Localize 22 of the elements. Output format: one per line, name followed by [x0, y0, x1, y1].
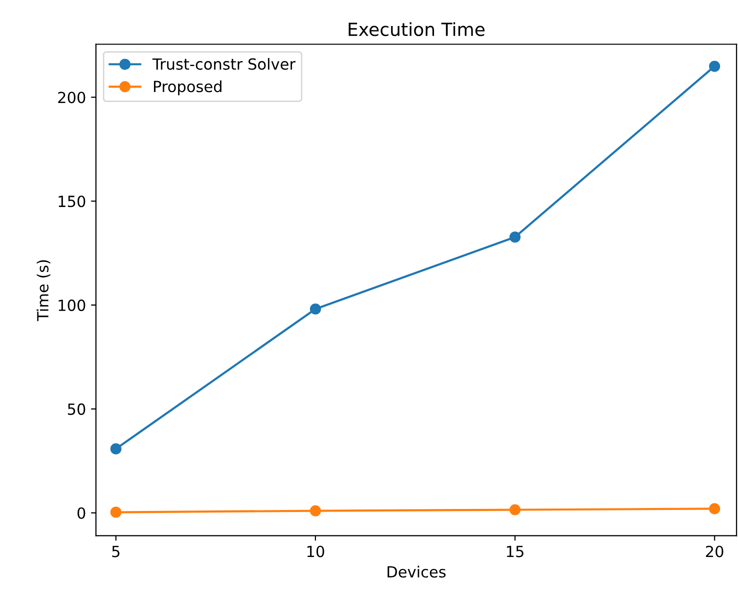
y-tick-label: 0: [78, 507, 86, 519]
y-axis-title: Time (s): [36, 260, 50, 322]
point: [509, 504, 521, 516]
point: [709, 503, 720, 514]
x-axis-title: Devices: [388, 566, 446, 578]
point: [310, 505, 322, 516]
x-tick-label: 15: [506, 546, 524, 558]
point: [310, 303, 322, 315]
legend-label: Proposed: [154, 80, 222, 96]
y-tick-label: 100: [58, 300, 86, 312]
point: [110, 506, 122, 518]
point: [709, 60, 720, 72]
y-tick-label: 50: [68, 403, 86, 415]
point: [110, 443, 122, 454]
point: [509, 232, 521, 243]
chart-title: Execution Time: [348, 22, 485, 36]
legend-label: Trust-constr Solver: [152, 58, 296, 70]
x-tick-label: 5: [112, 546, 120, 558]
x-tick-label: 20: [706, 546, 724, 558]
x-tick-label: 10: [307, 546, 324, 558]
y-tick-label: 200: [58, 92, 86, 104]
y-tick-label: 150: [58, 196, 86, 208]
